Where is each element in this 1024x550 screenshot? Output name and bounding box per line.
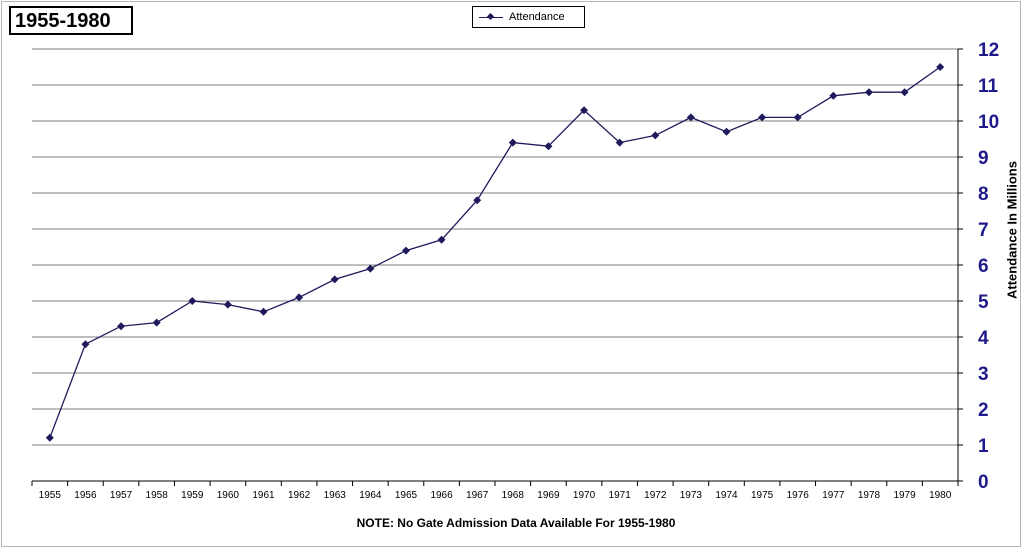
x-tick-label: 1958	[146, 490, 169, 501]
legend-diamond-marker	[486, 12, 495, 21]
y-tick-label: 9	[978, 148, 989, 169]
data-point	[259, 307, 268, 316]
y-tick-label: 6	[978, 256, 989, 277]
footnote: NOTE: No Gate Admission Data Available F…	[356, 516, 676, 530]
data-point	[437, 235, 446, 244]
data-point	[936, 63, 945, 71]
y-axis-label: Attendance In Millions	[1004, 161, 1020, 299]
x-tick-label: 1980	[929, 490, 952, 501]
x-tick-label: 1974	[715, 490, 738, 501]
x-tick-label: 1963	[324, 490, 347, 501]
x-tick-label: 1959	[181, 490, 204, 501]
data-point	[188, 297, 197, 305]
x-tick-label: 1966	[430, 490, 453, 501]
data-point	[45, 433, 54, 442]
data-point	[401, 246, 410, 255]
x-tick-label: 1960	[217, 490, 240, 501]
data-point	[117, 322, 126, 331]
x-tick-label: 1962	[288, 490, 311, 501]
y-tick-label: 2	[978, 400, 989, 421]
x-tick-label: 1957	[110, 490, 133, 501]
gridlines	[32, 48, 958, 446]
data-point	[580, 106, 589, 115]
data-point	[829, 91, 838, 100]
series-line	[49, 66, 941, 439]
y-tick-label: 4	[978, 328, 989, 349]
y-tick-label: 0	[978, 472, 989, 493]
data-point	[651, 131, 660, 140]
x-tick-label: 1973	[680, 490, 703, 501]
x-tick-label: 1969	[537, 490, 560, 501]
data-point	[722, 127, 731, 136]
data-point	[366, 264, 375, 273]
x-tick-label: 1961	[252, 490, 275, 501]
y-tick-label: 12	[978, 40, 999, 61]
data-point	[295, 293, 304, 302]
x-tick-label: 1979	[893, 490, 916, 501]
y-tick-label: 8	[978, 184, 989, 205]
data-point	[330, 275, 339, 284]
axes	[31, 48, 963, 486]
y-tick-label: 11	[978, 76, 999, 97]
x-tick-label: 1971	[609, 490, 632, 501]
x-tick-label: 1978	[858, 490, 881, 501]
x-tick-label: 1964	[359, 490, 382, 501]
data-point	[793, 113, 802, 122]
y-tick-label: 1	[978, 436, 989, 457]
data-point	[900, 88, 909, 97]
x-tick-label: 1956	[74, 490, 97, 501]
x-tick-label: 1965	[395, 490, 418, 501]
data-point	[864, 88, 873, 97]
y-tick-label: 7	[978, 220, 989, 241]
data-point	[544, 142, 553, 151]
x-tick-label: 1972	[644, 490, 667, 501]
y-tick-label: 3	[978, 364, 989, 385]
legend-label: Attendance	[509, 11, 565, 23]
x-tick-label: 1977	[822, 490, 845, 501]
x-tick-label: 1976	[787, 490, 810, 501]
data-point	[81, 340, 90, 349]
x-tick-label: 1967	[466, 490, 489, 501]
y-tick-label: 5	[978, 292, 989, 313]
data-point	[615, 138, 624, 147]
series-attendance	[45, 63, 945, 442]
data-point	[152, 318, 161, 327]
x-tick-label: 1975	[751, 490, 774, 501]
y-tick-label: 10	[978, 112, 999, 133]
x-tick-label: 1970	[573, 490, 596, 501]
legend: Attendance	[472, 6, 585, 28]
data-point	[473, 196, 482, 205]
data-point	[223, 300, 232, 309]
x-tick-labels: 1955 1956 1957 1958 1959 1960 1961 1962 1963 1964…	[39, 490, 952, 501]
chart-title: 1955-1980	[9, 6, 133, 35]
data-point	[758, 113, 767, 122]
x-tick-label: 1968	[502, 490, 525, 501]
data-point	[686, 113, 695, 122]
data-point	[508, 138, 517, 147]
x-tick-label: 1955	[39, 490, 62, 501]
